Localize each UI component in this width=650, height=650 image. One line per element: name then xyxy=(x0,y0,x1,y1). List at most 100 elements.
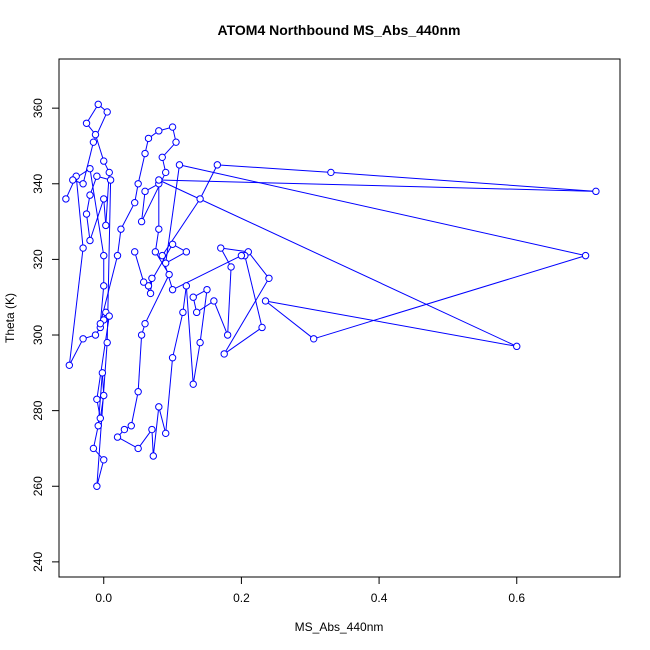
data-point xyxy=(100,391,108,400)
data-point xyxy=(100,157,108,165)
series-segment xyxy=(117,229,122,256)
data-point xyxy=(91,331,100,339)
data-point xyxy=(189,380,197,388)
data-point xyxy=(161,168,170,177)
data-point xyxy=(155,225,163,233)
series-segment xyxy=(103,198,107,226)
series-segment xyxy=(96,342,108,487)
data-point xyxy=(79,180,87,188)
y-axis: 240 260 280 300 320 340 360 xyxy=(31,98,60,572)
series-segment xyxy=(172,312,184,358)
y-tick-label: 240 xyxy=(31,552,45,572)
series-segment xyxy=(144,274,170,324)
data-point xyxy=(137,331,146,339)
series-segment xyxy=(152,406,160,457)
data-point xyxy=(103,338,111,347)
data-point xyxy=(100,456,108,464)
series-points xyxy=(62,100,600,490)
series-segment xyxy=(99,285,105,324)
series-segment xyxy=(154,229,160,252)
data-point xyxy=(592,187,600,196)
data-point xyxy=(151,248,160,256)
series-segment xyxy=(213,300,229,336)
series-segment xyxy=(227,266,232,336)
series-segment xyxy=(165,251,187,264)
data-point xyxy=(182,248,191,256)
data-point xyxy=(161,429,170,438)
data-point xyxy=(93,172,101,180)
series-segment xyxy=(182,285,187,313)
data-point xyxy=(134,180,142,188)
data-point xyxy=(237,251,246,260)
series-segment xyxy=(82,142,94,184)
series-segment xyxy=(68,247,84,366)
data-point xyxy=(131,198,139,207)
data-point xyxy=(144,134,153,143)
data-point xyxy=(91,130,100,139)
data-point xyxy=(165,270,173,279)
data-point xyxy=(94,422,102,430)
data-point xyxy=(100,195,108,203)
series-segment xyxy=(141,191,146,222)
data-point xyxy=(96,319,105,328)
series-segment xyxy=(158,179,517,347)
data-point xyxy=(137,217,146,226)
y-tick-label: 280 xyxy=(31,400,45,420)
series-segment xyxy=(330,171,596,192)
series-segment xyxy=(165,357,174,434)
series-segment xyxy=(130,391,139,426)
data-point xyxy=(89,444,98,453)
data-point xyxy=(127,422,135,430)
series-segment xyxy=(134,251,145,283)
data-point xyxy=(175,161,184,169)
series-segment xyxy=(95,134,105,162)
data-point xyxy=(155,403,163,411)
x-tick-label: 0.2 xyxy=(233,591,250,605)
series-segment xyxy=(137,153,146,184)
data-point xyxy=(258,323,266,332)
data-point xyxy=(105,312,113,320)
data-point xyxy=(309,335,318,343)
data-point xyxy=(139,278,148,286)
data-point xyxy=(146,289,155,298)
series-segment xyxy=(86,104,99,124)
series-segment xyxy=(199,164,218,200)
series-segment xyxy=(247,251,270,279)
data-point xyxy=(103,108,111,116)
series-segment xyxy=(75,176,84,249)
data-point xyxy=(217,244,225,252)
data-point xyxy=(69,176,77,184)
data-point xyxy=(113,433,122,441)
data-point xyxy=(131,248,139,256)
data-point xyxy=(227,263,235,271)
data-point xyxy=(223,331,232,339)
y-tick-label: 320 xyxy=(31,249,45,269)
data-point xyxy=(89,138,98,146)
series-segment xyxy=(89,198,105,241)
data-point xyxy=(117,225,125,233)
series-segment xyxy=(96,459,105,487)
data-point xyxy=(168,240,177,248)
series-segment xyxy=(158,406,167,434)
x-axis-label: MS_Abs_440nm xyxy=(295,620,384,634)
data-point xyxy=(144,282,153,290)
y-axis-label: Theta (K) xyxy=(3,293,17,343)
data-point xyxy=(79,244,87,252)
series-segment xyxy=(265,300,517,347)
data-point xyxy=(161,259,170,267)
x-tick-label: 0.0 xyxy=(95,591,112,605)
data-point xyxy=(220,350,228,358)
data-point xyxy=(192,308,201,317)
data-point xyxy=(86,236,94,245)
data-point xyxy=(155,176,163,184)
data-point xyxy=(168,354,177,362)
data-point xyxy=(98,369,107,377)
series-segment xyxy=(165,164,180,264)
y-tick-label: 300 xyxy=(31,325,45,345)
series-segment xyxy=(151,429,154,457)
data-point xyxy=(158,153,166,162)
series-segment xyxy=(244,255,263,328)
data-point xyxy=(327,168,335,177)
data-point xyxy=(82,210,91,218)
